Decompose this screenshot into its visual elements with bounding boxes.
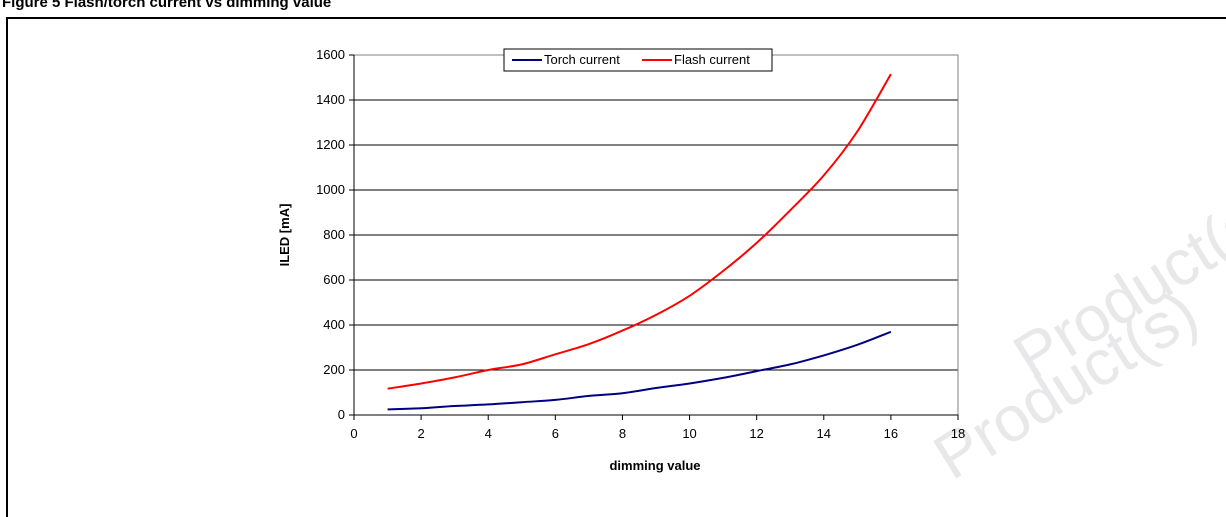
x-axis-title: dimming value [609, 458, 700, 473]
torch-current-line [387, 330, 892, 411]
x-tick-label: 16 [884, 426, 898, 441]
x-tick-label: 8 [619, 426, 626, 441]
x-tick-label: 2 [417, 426, 424, 441]
flash-current-legend-label: Flash current [674, 52, 750, 67]
y-tick-label: 200 [323, 362, 345, 377]
legend: Torch current Flash current [503, 48, 773, 72]
x-tick-label: 0 [350, 426, 357, 441]
y-tick-label: 1200 [316, 137, 345, 152]
x-tick-label: 4 [485, 426, 492, 441]
y-tick-label: 800 [323, 227, 345, 242]
legend-box [503, 48, 773, 72]
y-tick-label: 0 [338, 407, 345, 422]
series-lines [387, 73, 892, 411]
axes: 0 200 400 600 800 1000 1200 1400 1600 0 2 4 6 8 10 12 14… [316, 47, 965, 441]
y-tick-label: 1600 [316, 47, 345, 62]
y-tick-label: 600 [323, 272, 345, 287]
y-axis-title: ILED [mA] [277, 204, 292, 267]
figure-frame [6, 17, 1226, 517]
x-tick-label: 6 [552, 426, 559, 441]
x-tick-label: 14 [817, 426, 831, 441]
caption-bar: Figure 5 Flash/torch current vs dimming … [0, 0, 1226, 14]
figure-caption: Figure 5 Flash/torch current vs dimming … [2, 0, 332, 11]
x-tick-label: 12 [749, 426, 763, 441]
gridlines [354, 54, 958, 371]
line-chart: 0 200 400 600 800 1000 1200 1400 1600 0 2 4 6 8 10 12 14… [277, 47, 965, 473]
y-tick-label: 1400 [316, 92, 345, 107]
flash-current-line [387, 73, 892, 390]
x-tick-label: 10 [682, 426, 696, 441]
y-tick-label: 400 [323, 317, 345, 332]
x-tick-label: 18 [951, 426, 965, 441]
y-tick-label: 1000 [316, 182, 345, 197]
torch-current-legend-label: Torch current [544, 52, 620, 67]
